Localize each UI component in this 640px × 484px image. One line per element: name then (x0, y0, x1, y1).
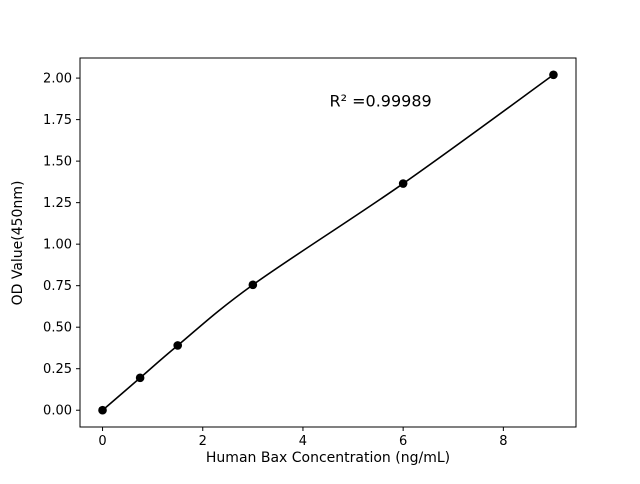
x-tick-label: 6 (399, 434, 407, 449)
y-tick-label: 0.50 (43, 321, 72, 336)
x-tick-label: 4 (299, 434, 307, 449)
axes-frame (79, 57, 577, 428)
x-axis-label: Human Bax Concentration (ng/mL) (206, 450, 450, 466)
data-point (135, 373, 145, 383)
x-tick-label: 2 (199, 434, 207, 449)
y-tick-label: 1.25 (43, 196, 72, 211)
y-tick-label: 1.50 (43, 155, 72, 170)
y-axis-label: OD Value(450nm) (10, 181, 26, 306)
y-tick-label: 0.00 (43, 404, 72, 419)
y-tick-label: 2.00 (43, 72, 72, 87)
plot-area: 0 2 4 6 8 0.00 0.25 0.50 0.75 1.00 1.25 1.50 1.75 2.0… (43, 57, 577, 449)
y-tick-label: 1.00 (43, 238, 72, 253)
y-tick-label: 0.75 (43, 279, 72, 294)
x-tick-label: 8 (499, 434, 507, 449)
data-point (173, 341, 182, 350)
fit-line (102, 74, 554, 411)
data-point (398, 179, 408, 188)
x-tick-label: 0 (98, 434, 106, 449)
data-point (98, 405, 107, 415)
data-point (549, 70, 558, 80)
y-tick-label: 0.25 (43, 362, 72, 377)
y-tick-label: 1.75 (43, 113, 72, 128)
r-squared-annotation: R² =0.99989 (330, 91, 432, 110)
data-point (248, 280, 258, 290)
